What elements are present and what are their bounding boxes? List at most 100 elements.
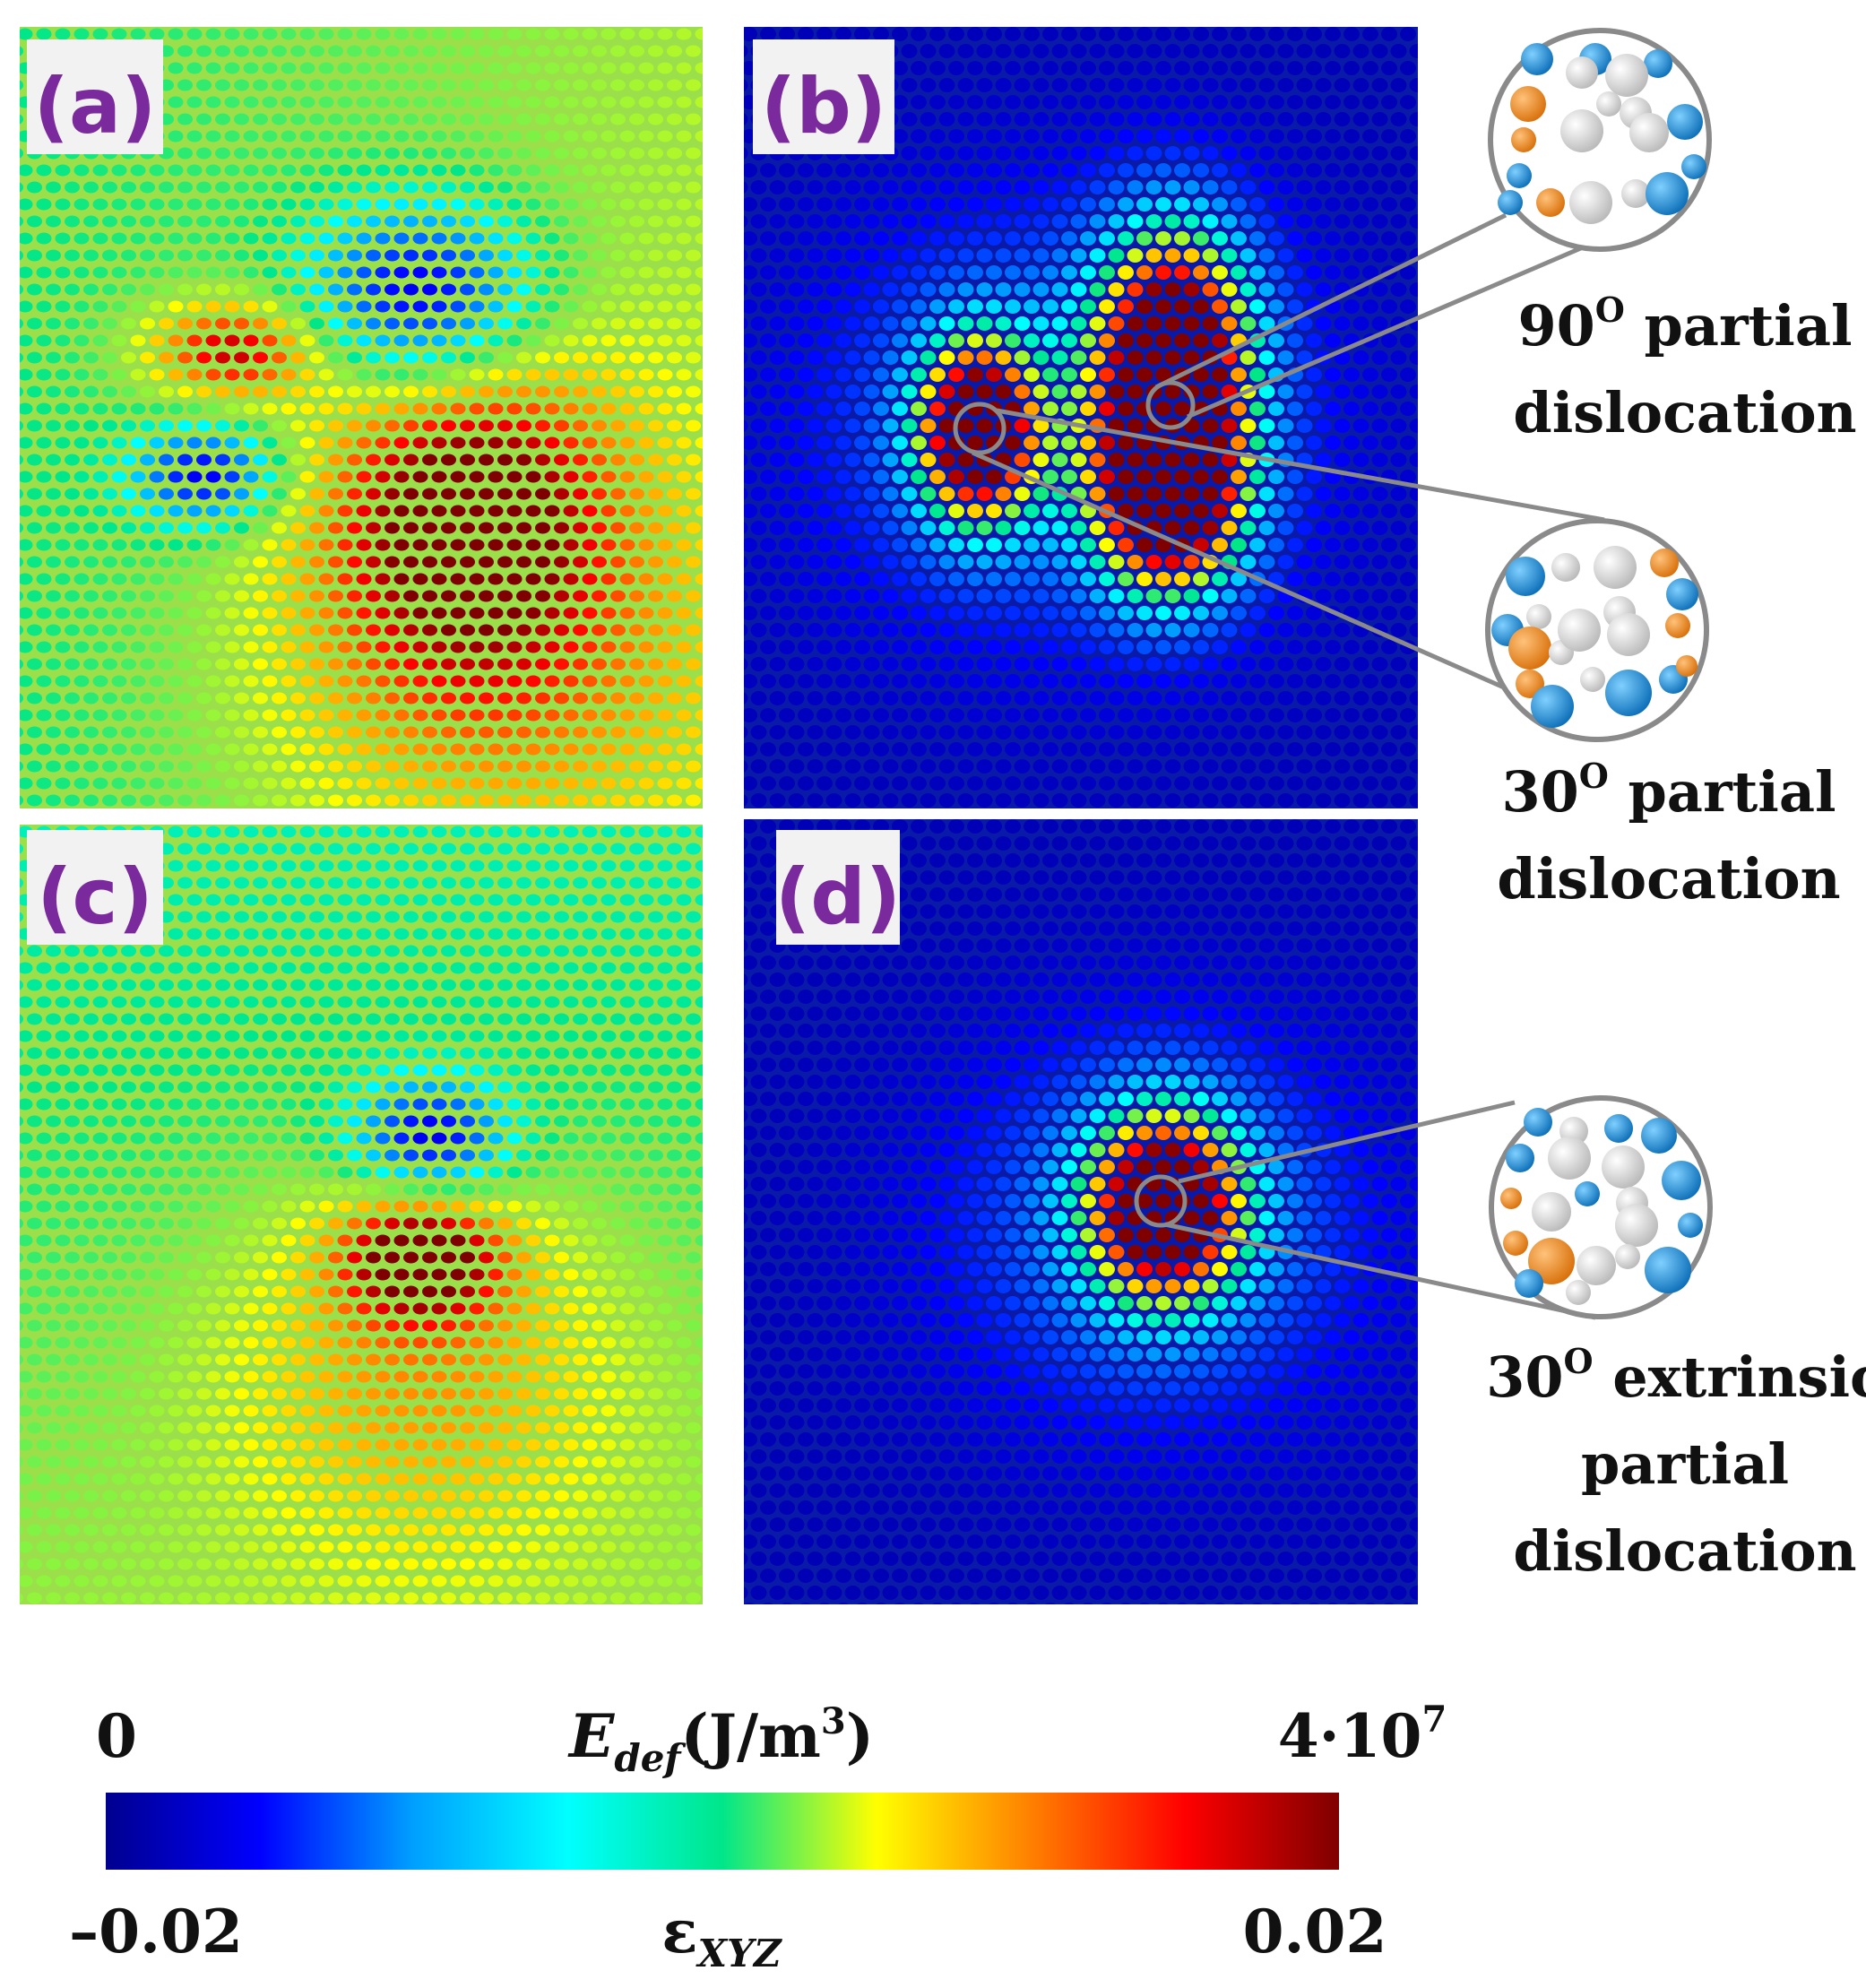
atom [186,1302,203,1315]
atom [121,979,136,991]
atom [676,539,692,551]
atom [1061,606,1077,620]
atom [1419,61,1435,75]
atom [337,164,353,177]
atom [1296,759,1313,774]
atom [460,1183,475,1196]
atom [948,674,964,688]
atom [159,1183,174,1196]
atom [366,843,381,855]
atom [356,96,372,108]
atom [835,333,851,348]
atom [582,825,598,838]
atom [610,79,626,91]
atom [1164,759,1181,774]
atom [272,979,287,991]
atom [1362,265,1378,280]
atom [224,130,240,143]
atom [243,607,259,619]
atom [253,1217,268,1230]
atom [488,573,504,585]
atom [920,214,937,229]
atom [1400,674,1416,688]
atom [1400,231,1416,246]
atom [573,624,588,636]
atom [695,675,703,687]
atom [469,573,485,585]
atom [535,419,550,432]
atom [205,96,221,108]
atom [131,812,146,824]
atom [375,743,391,756]
atom [929,436,946,450]
atom [610,351,626,364]
atom [516,249,531,262]
atom [573,385,588,398]
atom [27,283,42,296]
atom [967,640,983,654]
atom [318,130,334,143]
atom [65,692,80,704]
atom [1014,453,1031,467]
atom [441,1115,456,1128]
atom [835,197,851,212]
atom [309,794,324,807]
atom [723,114,739,125]
atom [205,1166,221,1179]
atom [629,911,644,923]
atom [1042,606,1058,620]
atom [1108,657,1125,671]
atom [262,368,278,381]
atom [262,1200,278,1213]
atom [1183,214,1200,229]
atom [807,725,824,739]
atom [159,624,174,636]
atom [1032,623,1050,637]
atom [1325,776,1341,791]
atom [149,675,165,687]
atom [65,283,80,296]
atom [929,367,946,382]
atom [102,760,117,773]
atom [460,1251,475,1264]
atom [573,181,588,194]
atom [1221,691,1238,705]
atom [1183,180,1200,194]
atom [469,436,485,449]
atom [1381,504,1397,518]
atom [1099,27,1115,41]
atom [750,691,767,705]
atom [497,726,513,739]
atom [1118,504,1134,518]
atom [714,778,730,790]
atom [130,402,146,415]
atom [1325,640,1341,654]
atom [714,574,730,585]
atom [554,1115,569,1128]
atom [159,1285,174,1298]
atom [1352,385,1369,399]
atom [835,504,851,518]
atom [225,812,240,824]
atom [393,607,410,619]
atom [1249,776,1266,791]
atom [102,385,117,398]
atom [695,436,703,449]
atom [168,471,184,483]
atom [1174,742,1190,756]
atom [469,1302,485,1315]
atom [704,1014,720,1025]
atom [46,1149,61,1162]
atom [186,1064,203,1076]
atom [356,607,372,619]
atom [638,436,654,449]
atom [403,760,419,773]
atom [1381,742,1397,756]
atom [882,248,899,263]
atom [892,708,908,722]
atom [272,877,287,889]
atom [1099,197,1115,212]
atom [760,197,776,212]
atom [695,1336,703,1349]
atom [168,1234,184,1247]
